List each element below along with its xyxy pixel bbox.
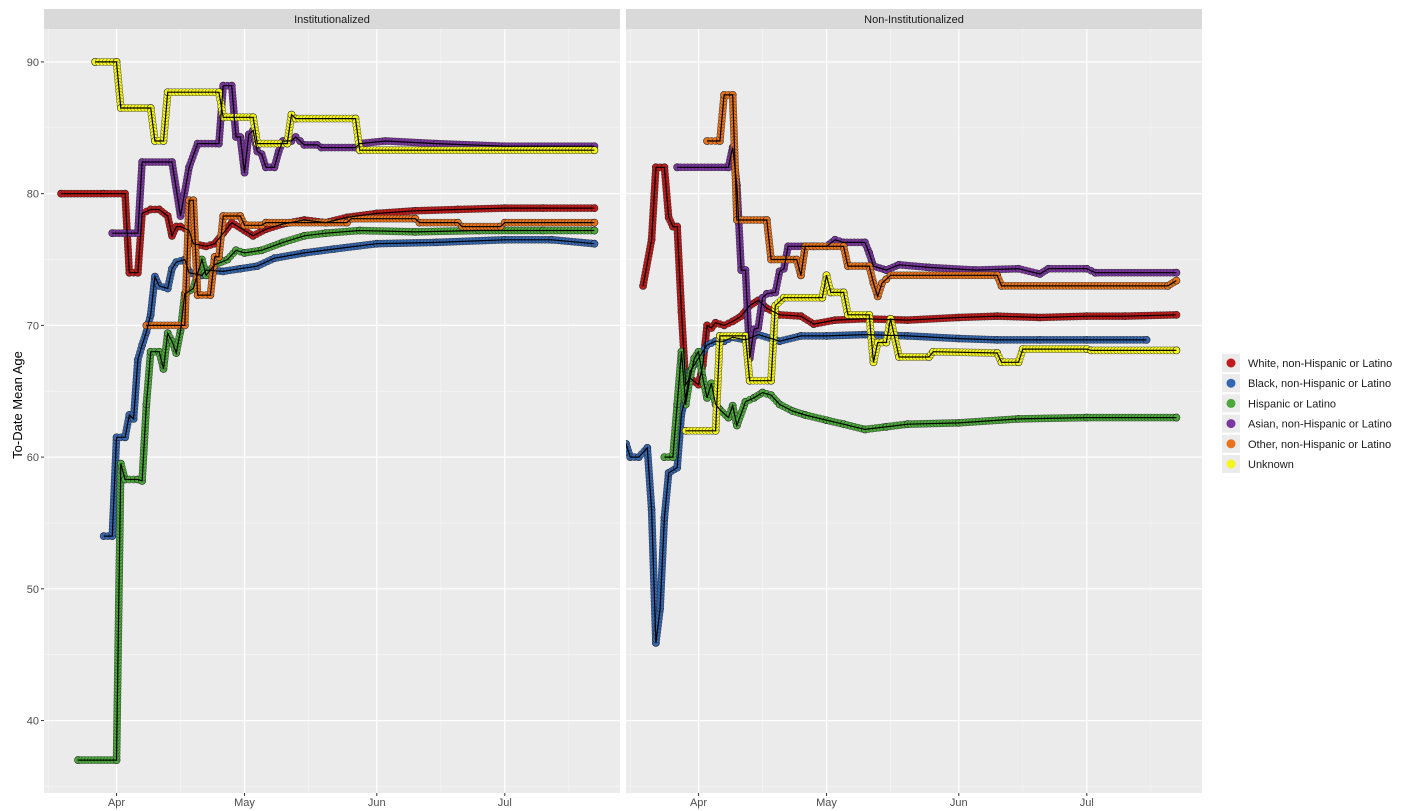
legend-swatch (1226, 439, 1236, 449)
x-tick-label: May (816, 797, 837, 809)
x-tick-label: Jun (950, 797, 968, 809)
panel-strip (44, 9, 620, 29)
data-point (1172, 276, 1181, 285)
legend-label: Hispanic or Latino (1248, 398, 1336, 410)
y-tick-label: 40 (27, 716, 39, 728)
x-tick-label: Jun (368, 797, 386, 809)
series-group (57, 58, 599, 764)
series-line (95, 61, 595, 151)
x-tick-label: Apr (108, 797, 125, 809)
series-line (642, 166, 1177, 387)
series-line (146, 199, 595, 326)
series-line (112, 84, 595, 234)
series-line (707, 94, 1177, 299)
panel-background (44, 29, 620, 793)
series-group (626, 90, 1181, 647)
y-tick-label: 70 (27, 320, 39, 332)
legend-label: Unknown (1248, 459, 1294, 471)
legend-label: White, non-Hispanic or Latino (1248, 358, 1392, 370)
y-tick-label: 80 (27, 189, 39, 201)
panel-1: Non-Institutionalized Apr May Jun Jul (626, 9, 1202, 809)
legend: White, non-Hispanic or Latino Black, non-… (1220, 351, 1396, 477)
legend-swatch (1226, 459, 1236, 469)
x-tick-label: Apr (690, 797, 707, 809)
panel-0: Institutionalized Apr May Jun Jul 40 50 60 70 80 9… (27, 9, 620, 809)
series-line (664, 350, 1177, 458)
legend-background (1220, 351, 1396, 477)
series-line (78, 229, 595, 761)
panel-title: Non-Institutionalized (864, 14, 964, 26)
legend-label: Other, non-Hispanic or Latino (1248, 439, 1391, 451)
legend-swatch (1226, 398, 1236, 408)
x-tick-label: Jul (1080, 797, 1094, 809)
panel-title: Institutionalized (294, 14, 370, 26)
legend-swatch (1226, 378, 1236, 388)
x-tick-label: Jul (498, 797, 512, 809)
y-tick-label: 50 (27, 584, 39, 596)
y-axis-title: To-Date Mean Age (10, 351, 25, 459)
series-line (685, 275, 1177, 432)
chart-panels: Institutionalized Apr May Jun Jul 40 50 60 70 80 9… (27, 9, 1202, 809)
series-line (61, 193, 595, 274)
series (673, 143, 1181, 363)
legend-swatch (1226, 358, 1236, 368)
series-line (626, 333, 1147, 643)
x-tick-label: May (234, 797, 255, 809)
legend-swatch (1226, 419, 1236, 429)
legend-label: Asian, non-Hispanic or Latino (1248, 419, 1392, 431)
y-tick-label: 60 (27, 452, 39, 464)
y-tick-label: 90 (27, 57, 39, 69)
series-line (103, 239, 595, 537)
legend-label: Black, non-Hispanic or Latino (1248, 378, 1391, 390)
panel-strip (626, 9, 1202, 29)
